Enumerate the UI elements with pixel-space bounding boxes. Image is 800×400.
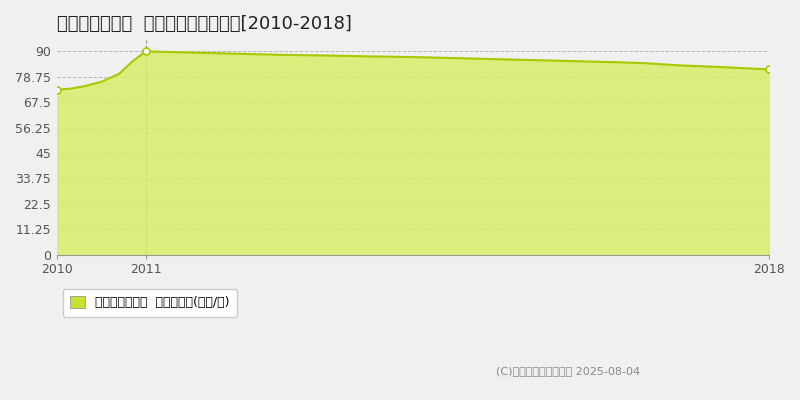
Legend: マンション価格  平均嵪単価(万円/嵪): マンション価格 平均嵪単価(万円/嵪) [63, 289, 238, 317]
Text: 長野市西尾張部  マンション価格推移[2010-2018]: 長野市西尾張部 マンション価格推移[2010-2018] [57, 15, 351, 33]
Text: (C)土地価格ドットコム 2025-08-04: (C)土地価格ドットコム 2025-08-04 [496, 366, 640, 376]
